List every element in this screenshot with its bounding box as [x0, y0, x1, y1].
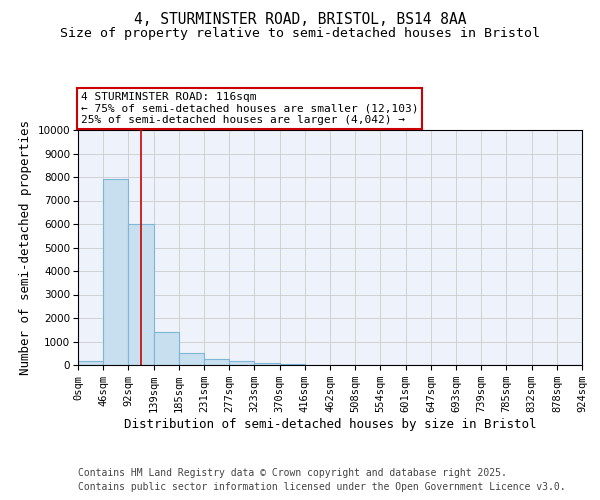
Bar — [128, 224, 154, 365]
Bar — [103, 180, 128, 365]
Bar — [280, 364, 305, 365]
Text: 4, STURMINSTER ROAD, BRISTOL, BS14 8AA: 4, STURMINSTER ROAD, BRISTOL, BS14 8AA — [134, 12, 466, 28]
Text: Contains public sector information licensed under the Open Government Licence v3: Contains public sector information licen… — [78, 482, 566, 492]
Text: Contains HM Land Registry data © Crown copyright and database right 2025.: Contains HM Land Registry data © Crown c… — [78, 468, 507, 477]
Text: Size of property relative to semi-detached houses in Bristol: Size of property relative to semi-detach… — [60, 28, 540, 40]
Bar — [229, 362, 254, 365]
X-axis label: Distribution of semi-detached houses by size in Bristol: Distribution of semi-detached houses by … — [124, 418, 536, 431]
Bar — [204, 359, 229, 365]
Text: 4 STURMINSTER ROAD: 116sqm
← 75% of semi-detached houses are smaller (12,103)
25: 4 STURMINSTER ROAD: 116sqm ← 75% of semi… — [81, 92, 418, 126]
Y-axis label: Number of semi-detached properties: Number of semi-detached properties — [19, 120, 32, 375]
Bar — [179, 353, 204, 365]
Bar — [254, 362, 280, 365]
Bar — [154, 332, 179, 365]
Bar — [78, 362, 103, 365]
